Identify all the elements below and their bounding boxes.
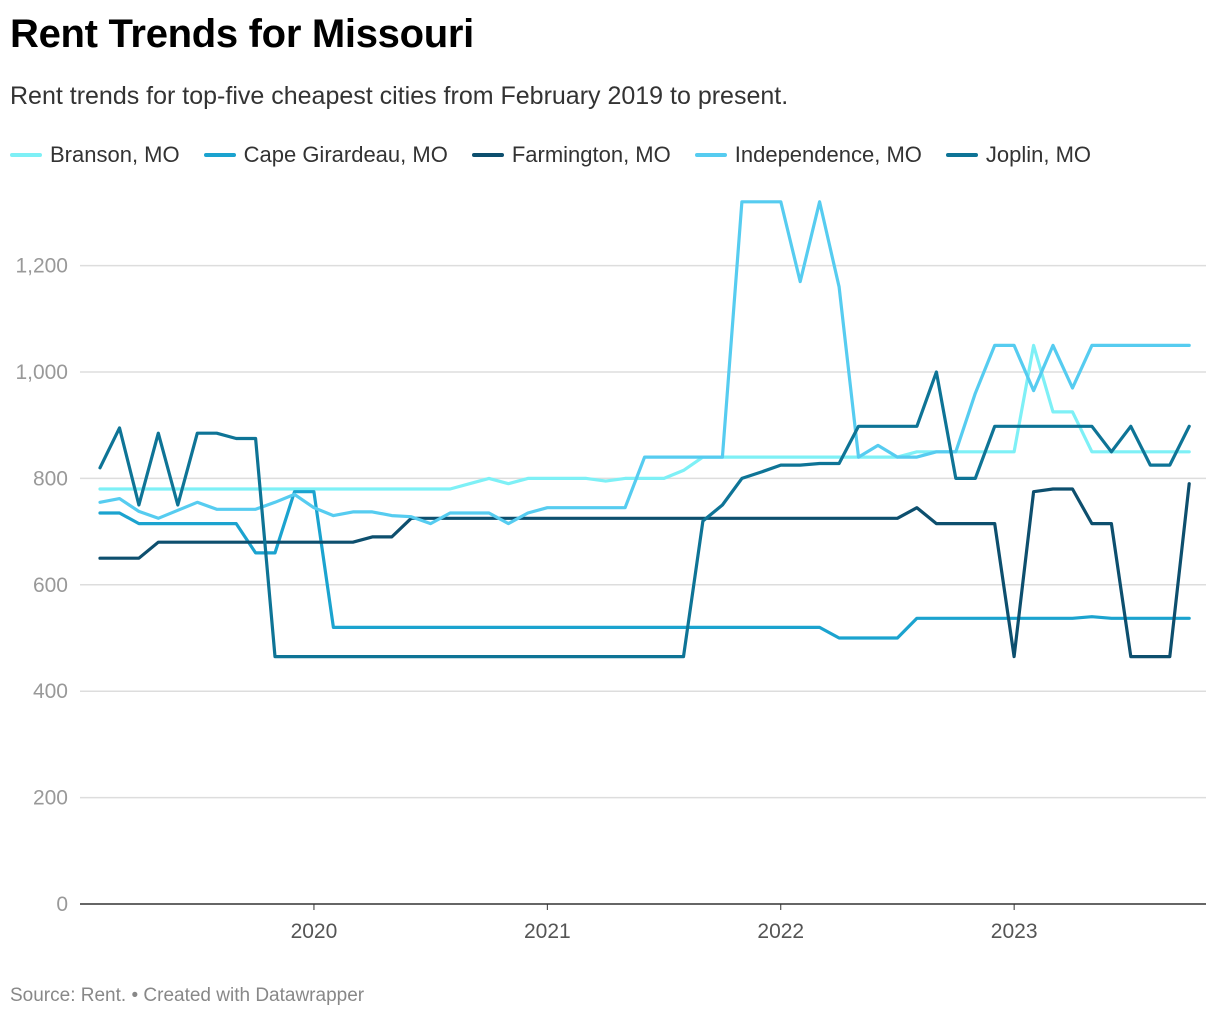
x-tick-label: 2020 [291, 920, 338, 943]
legend-item: Cape Girardeau, MO [203, 142, 448, 168]
legend-item: Independence, MO [694, 142, 922, 168]
x-tick-label: 2022 [757, 920, 804, 943]
y-tick-label: 200 [33, 787, 68, 810]
y-tick-label: 400 [33, 680, 68, 703]
legend-swatch [10, 153, 42, 157]
legend-swatch [203, 153, 236, 157]
series-line-independence-mo [98, 200, 1191, 526]
legend-label: Farmington, MO [511, 142, 671, 167]
legend-item: Joplin, MO [945, 142, 1092, 168]
legend-swatch [694, 153, 727, 157]
chart-footer: Source: Rent. • Created with Datawrapper [10, 985, 364, 1007]
y-axis: 0 200 400 600 800 1,000 1,200 [15, 255, 68, 916]
legend-label: Cape Girardeau, MO [243, 142, 448, 167]
series-line-joplin-mo [98, 370, 1191, 659]
legend-label: Independence, MO [734, 142, 922, 167]
y-tick-label: 1,000 [15, 361, 68, 384]
footer-separator: • [131, 985, 139, 1006]
series-lines [98, 200, 1191, 659]
y-tick-label: 1,200 [15, 255, 68, 278]
x-axis: 2020 2021 2022 2023 [291, 904, 1038, 943]
series-line-branson-mo [98, 343, 1191, 491]
legend-label: Joplin, MO [985, 142, 1092, 167]
x-tick-label: 2023 [991, 920, 1038, 943]
series-line-farmington-mo [98, 482, 1191, 659]
y-tick-label: 0 [56, 893, 68, 916]
legend-label: Branson, MO [50, 142, 180, 167]
legend-item: Farmington, MO [471, 142, 671, 168]
y-tick-label: 800 [33, 467, 68, 490]
chart-legend: Branson, MO Cape Girardeau, MO Farmington,… [10, 142, 1115, 168]
y-tick-label: 600 [33, 574, 68, 597]
legend-swatch [471, 153, 504, 157]
x-tick-label: 2021 [524, 920, 571, 943]
source-note: Source: Rent. [10, 985, 127, 1006]
chart-subtitle: Rent trends for top-five cheapest cities… [10, 82, 789, 110]
credit-note: Created with Datawrapper [143, 985, 365, 1006]
legend-swatch [945, 153, 978, 157]
legend-item: Branson, MO [10, 142, 180, 168]
chart-title: Rent Trends for Missouri [10, 12, 474, 56]
